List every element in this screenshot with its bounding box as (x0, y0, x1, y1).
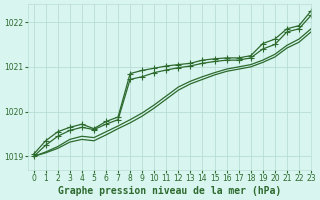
X-axis label: Graphe pression niveau de la mer (hPa): Graphe pression niveau de la mer (hPa) (58, 186, 281, 196)
